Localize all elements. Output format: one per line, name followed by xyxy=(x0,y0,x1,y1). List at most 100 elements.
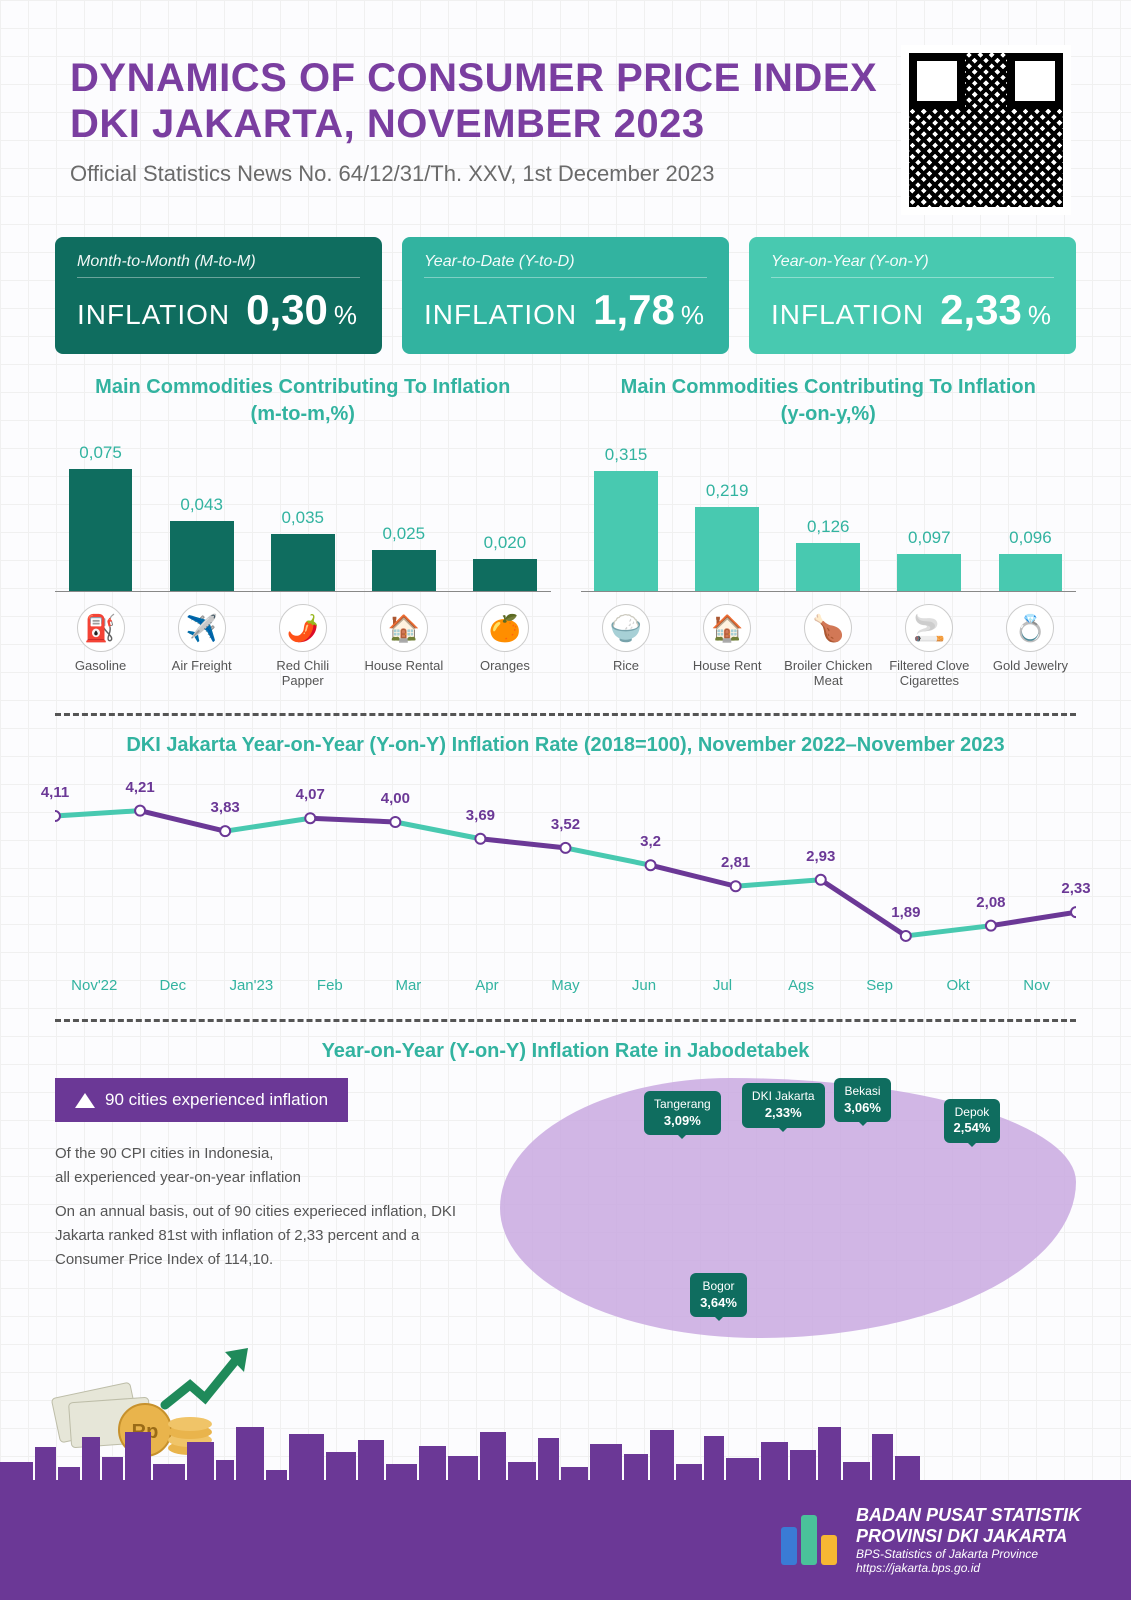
x-axis-label: Jul xyxy=(683,977,762,994)
line-point-label: 4,21 xyxy=(125,779,154,796)
footer: BADAN PUSAT STATISTIK PROVINSI DKI JAKAR… xyxy=(0,1480,1131,1600)
commodities-yony-block: Main Commodities Contributing To Inflati… xyxy=(581,374,1077,688)
stat-value: 1,78 xyxy=(593,286,675,334)
jabodetabek-map: Tangerang3,09%DKI Jakarta2,33%Bekasi3,06… xyxy=(500,1078,1076,1338)
line-point-label: 3,69 xyxy=(466,807,495,824)
commodities-mtom-icons: ⛽ Gasoline✈️ Air Freight🌶️ Red Chili Pap… xyxy=(55,604,551,688)
bar-item: 0,025 xyxy=(358,524,449,591)
commodity-label: Gasoline xyxy=(55,658,146,673)
pin-value: 3,64% xyxy=(700,1295,737,1312)
bar xyxy=(796,543,860,591)
bar-item: 0,075 xyxy=(55,443,146,591)
commodity-label: House Rental xyxy=(358,658,449,673)
commodity-icon: 🏠 xyxy=(380,604,428,652)
commodity-label: Oranges xyxy=(459,658,550,673)
bar-value: 0,097 xyxy=(908,528,951,548)
commodity-item: 💍 Gold Jewelry xyxy=(985,604,1076,688)
stat-value: 2,33 xyxy=(940,286,1022,334)
commodity-label: Filtered Clove Cigarettes xyxy=(884,658,975,688)
divider xyxy=(55,1019,1076,1022)
x-axis-label: Mar xyxy=(369,977,448,994)
commodities-row: Main Commodities Contributing To Inflati… xyxy=(0,364,1131,688)
commodity-icon: 🏠 xyxy=(703,604,751,652)
x-axis-label: Nov xyxy=(997,977,1076,994)
x-axis-label: Nov'22 xyxy=(55,977,134,994)
x-axis-label: Okt xyxy=(919,977,998,994)
map-pin: DKI Jakarta2,33% xyxy=(742,1083,825,1127)
jabodetabek-section: 90 cities experienced inflation Of the 9… xyxy=(0,1063,1131,1338)
commodity-icon: 🍚 xyxy=(602,604,650,652)
jabodetabek-title: Year-on-Year (Y-on-Y) Inflation Rate in … xyxy=(0,1040,1131,1063)
qr-code-icon xyxy=(901,45,1071,215)
commodity-label: House Rent xyxy=(682,658,773,673)
up-triangle-icon xyxy=(75,1093,95,1108)
stat-label: INFLATION xyxy=(77,299,230,331)
skyline-decoration xyxy=(0,1427,1131,1482)
line-point-label: 2,33 xyxy=(1061,880,1090,897)
x-axis-label: Ags xyxy=(762,977,841,994)
footer-text: BADAN PUSAT STATISTIK PROVINSI DKI JAKAR… xyxy=(856,1505,1081,1575)
map-pin: Tangerang3,09% xyxy=(644,1091,721,1135)
stat-percent-icon: % xyxy=(1028,300,1051,331)
pin-city: DKI Jakarta xyxy=(752,1089,815,1105)
pin-city: Bogor xyxy=(700,1279,737,1295)
x-axis-label: Dec xyxy=(134,977,213,994)
jabodetabek-text: 90 cities experienced inflation Of the 9… xyxy=(55,1078,475,1338)
commodity-label: Broiler Chicken Meat xyxy=(783,658,874,688)
x-axis-label: Feb xyxy=(291,977,370,994)
bar-value: 0,315 xyxy=(605,445,648,465)
bar xyxy=(897,554,961,591)
bar xyxy=(473,559,537,592)
pin-city: Tangerang xyxy=(654,1097,711,1113)
map-pin: Bekasi3,06% xyxy=(834,1078,891,1122)
stat-percent-icon: % xyxy=(681,300,704,331)
line-point-label: 4,11 xyxy=(41,784,69,801)
footer-url: https://jakarta.bps.go.id xyxy=(856,1561,1081,1575)
x-axis-label: Jun xyxy=(605,977,684,994)
stat-card: Year-to-Date (Y-to-D) INFLATION 1,78 % xyxy=(402,237,729,354)
bar-item: 0,219 xyxy=(682,481,773,591)
x-axis-label: Sep xyxy=(840,977,919,994)
footer-org-1: BADAN PUSAT STATISTIK xyxy=(856,1505,1081,1526)
stat-value: 0,30 xyxy=(246,286,328,334)
header: DYNAMICS OF CONSUMER PRICE INDEX DKI JAK… xyxy=(0,0,1131,217)
bar xyxy=(170,521,234,591)
bar-value: 0,020 xyxy=(484,533,527,553)
map-pin: Bogor3,64% xyxy=(690,1273,747,1317)
line-point-label: 4,00 xyxy=(381,790,410,807)
divider xyxy=(55,713,1076,716)
pin-value: 3,09% xyxy=(654,1113,711,1130)
bar-item: 0,126 xyxy=(783,517,874,591)
stat-period: Month-to-Month (M-to-M) xyxy=(77,253,360,278)
stat-label: INFLATION xyxy=(771,299,924,331)
title-line-1: DYNAMICS OF CONSUMER PRICE INDEX xyxy=(70,56,877,100)
linechart-x-labels: Nov'22DecJan'23FebMarAprMayJunJulAgsSepO… xyxy=(55,977,1076,994)
bar xyxy=(999,554,1063,591)
cities-inflation-pill: 90 cities experienced inflation xyxy=(55,1078,348,1122)
commodity-icon: 🍗 xyxy=(804,604,852,652)
bar-item: 0,043 xyxy=(156,495,247,591)
linechart-title: DKI Jakarta Year-on-Year (Y-on-Y) Inflat… xyxy=(0,734,1131,757)
bar xyxy=(372,550,436,591)
line-point-label: 2,93 xyxy=(806,848,835,865)
commodities-yony-bars: 0,315 0,219 0,126 0,097 0,096 xyxy=(581,442,1077,592)
bar-item: 0,020 xyxy=(459,533,550,592)
bar-item: 0,096 xyxy=(985,528,1076,591)
footer-org-2: PROVINSI DKI JAKARTA xyxy=(856,1526,1081,1547)
commodity-label: Rice xyxy=(581,658,672,673)
commodity-item: 🍚 Rice xyxy=(581,604,672,688)
stat-percent-icon: % xyxy=(334,300,357,331)
pill-label: 90 cities experienced inflation xyxy=(105,1090,328,1110)
commodity-item: 🏠 House Rental xyxy=(358,604,449,688)
bar-value: 0,219 xyxy=(706,481,749,501)
pin-city: Depok xyxy=(954,1105,991,1121)
title-line-2: DKI JAKARTA, NOVEMBER 2023 xyxy=(70,102,705,146)
pin-value: 2,33% xyxy=(752,1105,815,1122)
line-point-label: 3,2 xyxy=(640,833,661,850)
bar xyxy=(271,534,335,591)
yoy-linechart: 4,114,213,834,074,003,693,523,22,812,931… xyxy=(55,787,1076,967)
line-point-label: 2,81 xyxy=(721,854,750,871)
map-pin: Depok2,54% xyxy=(944,1099,1001,1143)
bar-value: 0,126 xyxy=(807,517,850,537)
stat-label: INFLATION xyxy=(424,299,577,331)
